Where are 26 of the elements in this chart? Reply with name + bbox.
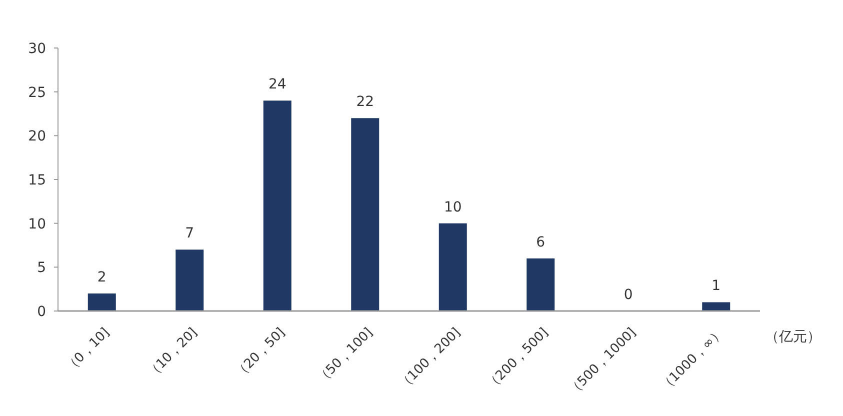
data-label: 10: [444, 199, 462, 216]
y-tick-label: 10: [28, 216, 46, 232]
bar: [438, 223, 467, 311]
bar: [88, 293, 116, 311]
data-label: 0: [624, 287, 633, 303]
y-tick-label: 15: [28, 172, 46, 188]
x-tick-label: （10，20]: [144, 325, 200, 382]
data-label: 7: [185, 226, 194, 242]
bar: [526, 258, 555, 311]
x-axis-title: （亿元）: [765, 329, 821, 345]
x-tick-label: （0，10]: [62, 325, 113, 376]
data-label: 22: [356, 94, 374, 110]
bar: [263, 100, 292, 311]
y-tick-label: 5: [37, 260, 46, 276]
data-label: 2: [97, 269, 106, 286]
y-tick-label: 25: [28, 84, 46, 101]
y-tick-label: 20: [28, 128, 46, 145]
y-tick-label: 30: [28, 41, 46, 57]
bar: [702, 302, 730, 311]
y-tick-label: 0: [37, 304, 46, 320]
data-label: 1: [712, 278, 721, 294]
data-label: 24: [268, 76, 286, 93]
bar: [176, 250, 204, 311]
data-label: 6: [536, 234, 546, 250]
bar: [351, 118, 380, 311]
x-tick-label: （20，50]: [232, 325, 288, 382]
